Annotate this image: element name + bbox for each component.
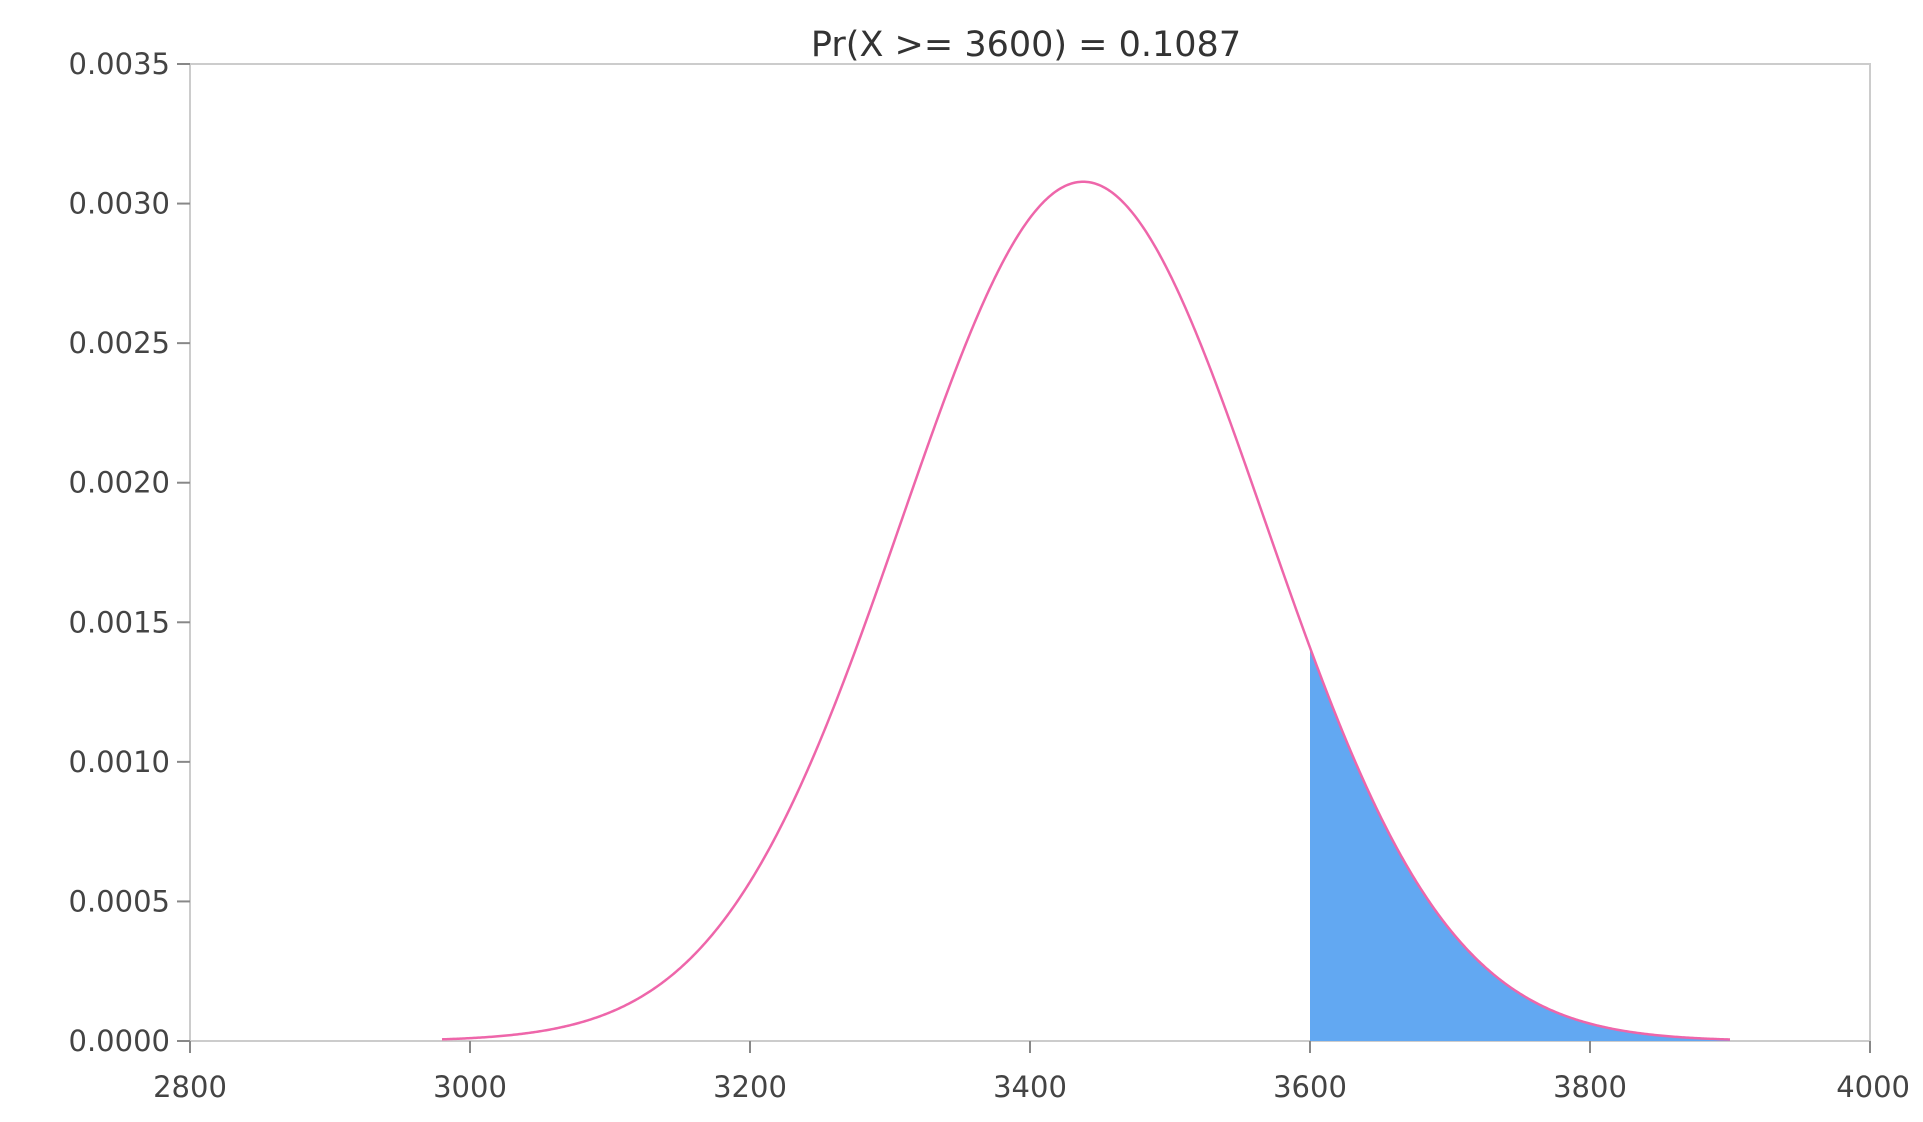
y-tick-label: 0.0025 (69, 326, 170, 360)
y-axis: 0.0000 0.0005 0.0010 0.0015 0.0020 0.0025 0.00… (69, 47, 190, 1058)
y-tick-label: 0.0010 (69, 745, 170, 779)
x-tick-label: 4000 (1836, 1070, 1910, 1104)
y-tick-label: 0.0035 (69, 47, 170, 81)
x-axis: 2800 3000 3200 3400 3600 3800 4000 (153, 1041, 1910, 1104)
x-tick-label: 3000 (433, 1070, 507, 1104)
y-tick-label: 0.0015 (69, 605, 170, 639)
y-tick-label: 0.0020 (69, 466, 170, 500)
x-tick-label: 3400 (993, 1070, 1067, 1104)
x-tick-label: 2800 (153, 1070, 227, 1104)
x-tick-label: 3600 (1273, 1070, 1347, 1104)
x-tick-label: 3800 (1553, 1070, 1627, 1104)
density-curve-series (441, 180, 1731, 1041)
shaded-tail-area (1310, 647, 1730, 1041)
y-tick-label: 0.0030 (69, 187, 170, 221)
y-tick-label: 0.0000 (69, 1024, 170, 1058)
y-tick-label: 0.0005 (69, 884, 170, 918)
plot-frame (189, 63, 1871, 1042)
x-tick-label: 3200 (713, 1070, 787, 1104)
chart-title: Pr(X >= 3600) = 0.1087 (811, 25, 1241, 65)
